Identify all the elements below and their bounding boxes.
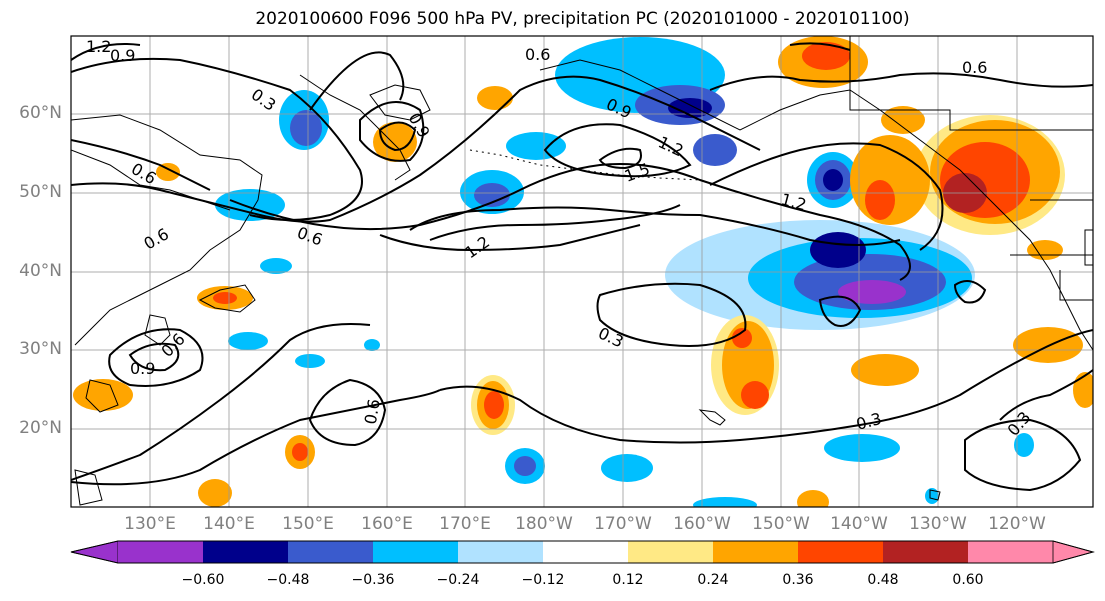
colorbar-tick-label: −0.60	[181, 572, 225, 588]
pos-blob-canada	[850, 115, 1065, 235]
contour-label: 0.9	[130, 359, 155, 378]
colorbar-tick-label: −0.36	[351, 572, 395, 588]
gridlines	[71, 36, 1093, 507]
colorbar-tick-label: 0.48	[867, 572, 899, 588]
lat-label: 20°N	[19, 418, 62, 438]
map-frame	[70, 35, 1094, 508]
contour-label: 0.6	[361, 398, 384, 426]
map-title: 2020100600 F096 500 hPa PV, precipitatio…	[255, 9, 910, 29]
contour-label: 0.6	[525, 45, 550, 64]
lon-label: 140°W	[830, 514, 888, 534]
lat-label: 40°N	[19, 261, 62, 281]
colorbar-extend-high	[1052, 540, 1095, 564]
contour-label: 0.9	[110, 46, 135, 65]
lon-label: 160°E	[361, 514, 413, 534]
lat-label: 60°N	[19, 103, 62, 123]
colorbar-tick-label: −0.12	[521, 572, 565, 588]
colorbar-tick-label: −0.24	[436, 572, 480, 588]
lon-label: 120°W	[988, 514, 1046, 534]
lon-label: 130°E	[124, 514, 176, 534]
contour-label: 0.6	[962, 58, 987, 77]
lat-label: 50°N	[19, 182, 62, 202]
colorbar-tick-label: 0.36	[782, 572, 814, 588]
lon-label: 180°W	[515, 514, 573, 534]
contour-label: 0.6	[141, 224, 173, 253]
colorbar	[70, 540, 1095, 564]
lon-label: 130°W	[909, 514, 967, 534]
neg-blob-north-pacific	[665, 220, 975, 330]
lon-label: 170°W	[594, 514, 652, 534]
neg-blob-tropics	[505, 433, 1034, 507]
neg-blob-bering	[555, 37, 737, 166]
neg-blob-gulf-eddy	[807, 152, 859, 208]
contour-label: 0.6	[157, 329, 188, 360]
colorbar-tick-label: 0.24	[697, 572, 729, 588]
colorbar-tick-label: 0.12	[612, 572, 644, 588]
pv-contours	[71, 42, 1093, 492]
lon-label: 150°W	[752, 514, 810, 534]
lon-label: 150°E	[282, 514, 334, 534]
precipitation-shading	[73, 36, 1093, 507]
pos-blob-alaska	[778, 36, 925, 134]
contour-label: 1.2	[86, 37, 111, 56]
contour-label: 0.3	[248, 85, 280, 115]
contour-label: 1.2	[461, 232, 493, 262]
colorbar-tick-label: 0.60	[952, 572, 984, 588]
contour-label: 0.6	[295, 223, 325, 250]
colorbar-tick-label: −0.48	[266, 572, 310, 588]
colorbar-extend-low	[70, 540, 119, 564]
lon-label: 140°E	[203, 514, 255, 534]
lon-label: 160°W	[673, 514, 731, 534]
contour-label: 0.3	[595, 323, 626, 351]
neg-blob-aleutians	[215, 90, 566, 368]
lon-label: 170°E	[439, 514, 491, 534]
lat-label: 30°N	[19, 339, 62, 359]
